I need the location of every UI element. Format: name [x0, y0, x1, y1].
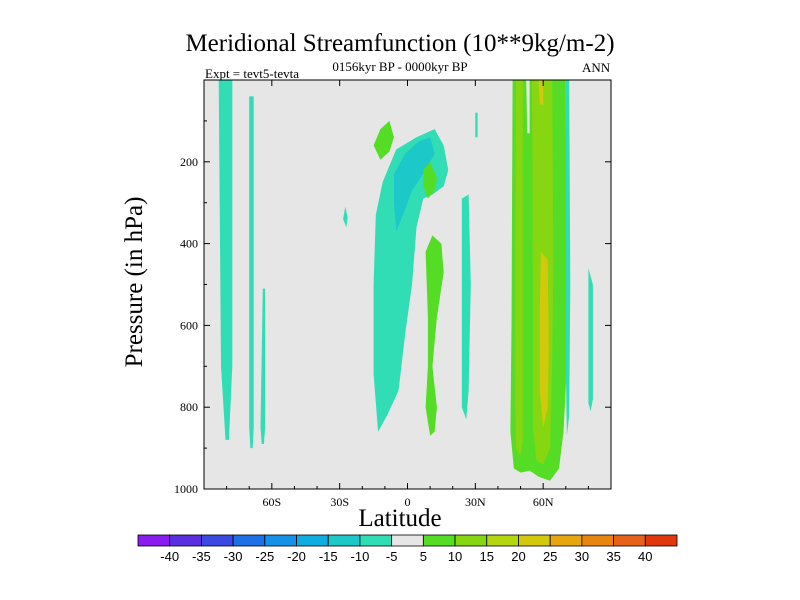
colorbar-swatch: [581, 534, 614, 547]
colorbar-swatch: [549, 534, 583, 547]
experiment-label: Expt = tevt5-tevta: [205, 66, 299, 81]
y-tick-label: 1000: [174, 482, 198, 496]
colorbar-swatch: [296, 534, 329, 547]
colorbar-label: 30: [575, 549, 589, 564]
x-axis-label: Latitude: [358, 505, 442, 532]
colorbar-label: 15: [480, 549, 494, 564]
y-tick-label: 600: [180, 318, 198, 332]
contour-region-spot-28s: [343, 206, 348, 228]
contour-region-band-72n: [565, 80, 571, 436]
x-tick-label: 30N: [465, 495, 486, 509]
colorbar-swatch: [327, 534, 361, 547]
contour-region-band-70s: [218, 80, 233, 440]
contour-region-upper-10n: [423, 161, 437, 199]
colorbar-label: -20: [287, 549, 306, 564]
colorbar-swatch: [613, 534, 646, 547]
contour-region-band-64s-b: [260, 288, 266, 444]
contour-region-tropical-core: [393, 137, 435, 232]
colorbar-swatch: [518, 534, 551, 547]
colorbar-swatch: [169, 534, 202, 547]
colorbar-swatch: [454, 534, 488, 547]
x-tick-label: 60N: [533, 495, 554, 509]
colorbar-label: 5: [420, 549, 427, 564]
contour-region-nh-jet-core: [539, 251, 549, 428]
axes: 60S 30S 0 30N 60N 200 400 600 800 1000: [174, 79, 612, 509]
colorbar-swatch: [391, 534, 424, 547]
x-tick-label: 30S: [330, 495, 349, 509]
chart-title: Meridional Streamfunction (10**9kg/m-2): [185, 30, 615, 57]
colorbar-swatch: [264, 534, 297, 547]
contour-region-green-10n: [425, 235, 444, 436]
contour-region-nh-jet-core-top: [538, 80, 544, 105]
chart-subtitle: 0156kyr BP - 0000kyr BP: [332, 59, 468, 74]
contour-region-gap-59n-top: [526, 80, 530, 134]
colorbar-label: -10: [351, 549, 370, 564]
colorbar-label: 25: [543, 549, 557, 564]
colorbar-label: -5: [386, 549, 398, 564]
contour-region-band-64s-a: [249, 96, 254, 449]
contour-region-band-80n: [588, 268, 593, 412]
colorbar-swatch: [422, 534, 456, 547]
contour-region-band-25n: [461, 194, 471, 420]
colorbar-label: -25: [255, 549, 274, 564]
colorbar-label: 20: [511, 549, 525, 564]
colorbar-swatch: [486, 534, 519, 547]
colorbar-label: 40: [638, 549, 652, 564]
colorbar-label: 35: [606, 549, 620, 564]
contour-region-band-30n: [475, 112, 478, 138]
colorbar-swatch: [359, 534, 393, 547]
contour-region-nh-jet-yellow-left: [514, 80, 523, 457]
colorbar-label: -35: [192, 549, 211, 564]
y-tick-label: 800: [180, 400, 198, 414]
y-tick-label: 200: [180, 155, 198, 169]
colorbar-label: -40: [160, 549, 179, 564]
contour-region-tropical-cell-nh: [373, 129, 449, 432]
y-tick-label: 400: [180, 237, 198, 251]
colorbar-swatch: [137, 534, 171, 547]
x-tick-label: 0: [405, 495, 411, 509]
colorbar-swatch: [232, 534, 266, 547]
colorbar: -40 -35 -30 -25 -20 -15 -10 -5 5 10 15 20 25 30 35 40: [137, 534, 678, 564]
x-tick-label: 60S: [262, 495, 281, 509]
plot-area: [204, 80, 611, 489]
colorbar-label: -15: [319, 549, 338, 564]
colorbar-swatch: [644, 534, 678, 547]
colorbar-label: 10: [448, 549, 462, 564]
colorbar-swatch: [201, 534, 234, 547]
season-label: ANN: [582, 60, 611, 75]
contour-region-lobe-10s: [373, 120, 394, 160]
colorbar-label: -30: [224, 549, 243, 564]
